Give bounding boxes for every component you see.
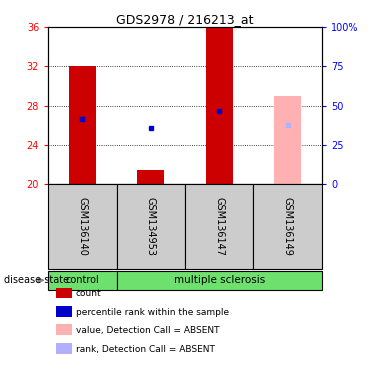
Text: disease state: disease state xyxy=(4,275,69,285)
Bar xyxy=(48,271,117,290)
Text: control: control xyxy=(65,275,99,285)
Bar xyxy=(69,66,96,184)
Text: rank, Detection Call = ABSENT: rank, Detection Call = ABSENT xyxy=(76,344,215,354)
Text: value, Detection Call = ABSENT: value, Detection Call = ABSENT xyxy=(76,326,219,335)
Bar xyxy=(117,271,322,290)
Bar xyxy=(274,96,301,184)
Text: GSM136147: GSM136147 xyxy=(214,197,224,256)
Text: percentile rank within the sample: percentile rank within the sample xyxy=(76,308,229,317)
Text: GSM136149: GSM136149 xyxy=(283,197,293,256)
Bar xyxy=(117,184,185,269)
Bar xyxy=(185,184,253,269)
Text: multiple sclerosis: multiple sclerosis xyxy=(174,275,265,285)
Text: GSM136140: GSM136140 xyxy=(77,197,87,256)
Bar xyxy=(206,28,233,184)
Title: GDS2978 / 216213_at: GDS2978 / 216213_at xyxy=(116,13,254,26)
Text: count: count xyxy=(76,289,101,298)
Bar xyxy=(253,184,322,269)
Bar xyxy=(137,170,164,184)
Text: GSM134953: GSM134953 xyxy=(146,197,156,256)
Bar xyxy=(48,184,117,269)
